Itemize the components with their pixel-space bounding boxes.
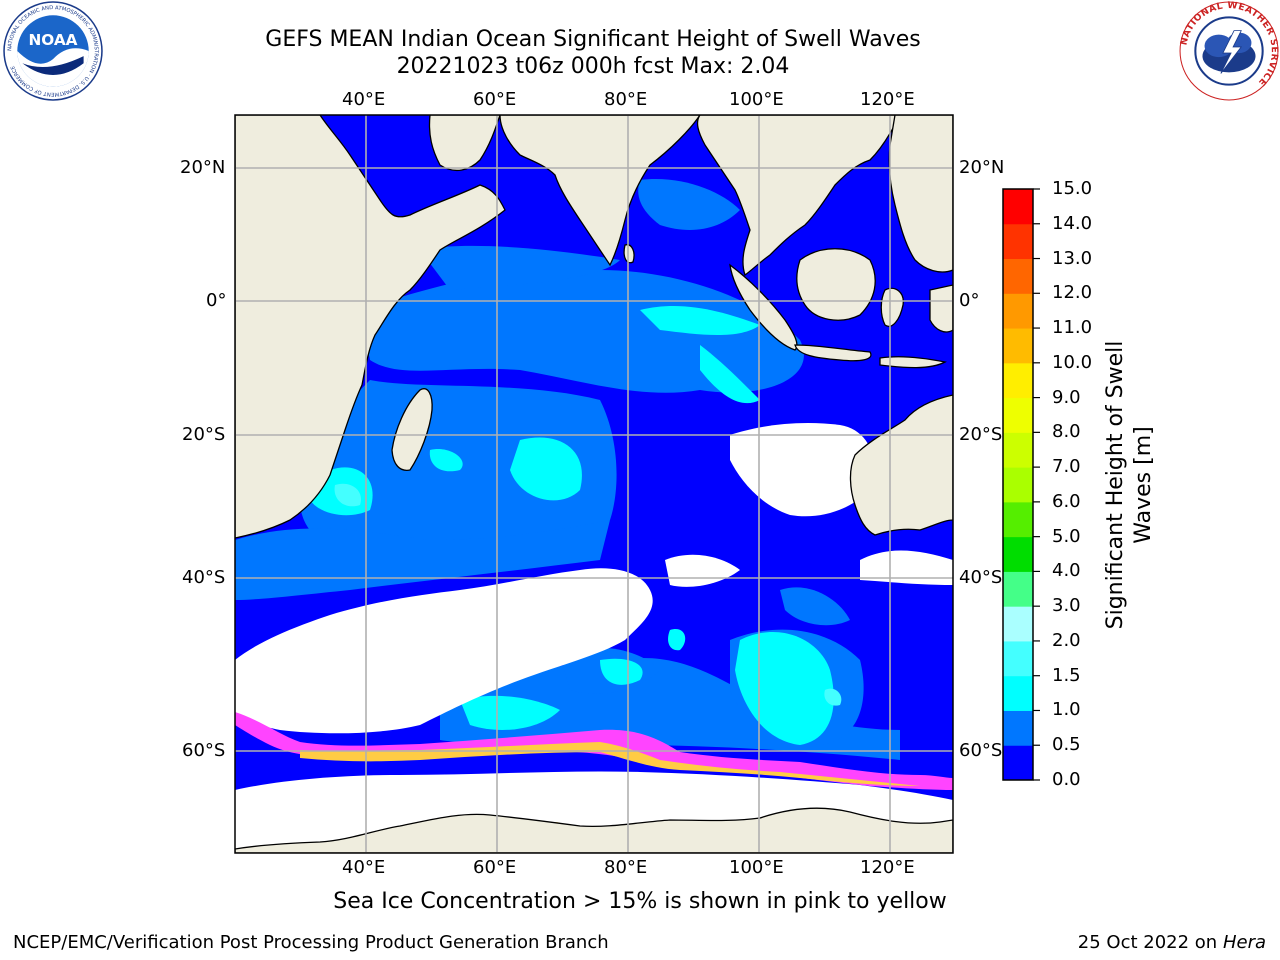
colorbar-segment bbox=[1003, 571, 1033, 607]
colorbar-tick-label: 10.0 bbox=[1052, 351, 1093, 373]
colorbar-tick-label: 3.0 bbox=[1052, 595, 1081, 617]
colorbar-tick-label: 0.5 bbox=[1052, 734, 1081, 756]
map-frame bbox=[234, 114, 954, 854]
lat-label-left-40s: 40°S bbox=[182, 567, 226, 588]
colorbar-tick-label: 11.0 bbox=[1052, 317, 1093, 339]
colorbar bbox=[1003, 188, 1040, 781]
colorbar-segment bbox=[1003, 362, 1033, 399]
colorbar-segment bbox=[1003, 675, 1033, 711]
colorbar-frame bbox=[1002, 188, 1034, 781]
lat-label-left-20s: 20°S bbox=[182, 424, 226, 445]
colorbar-segment bbox=[1003, 536, 1033, 572]
colorbar-label: Significant Height of Swell Waves [m] bbox=[1102, 341, 1158, 630]
land-masses bbox=[235, 115, 953, 853]
colorbar-segment bbox=[1003, 606, 1033, 642]
lon-label-top-40e: 40°E bbox=[342, 89, 386, 110]
lat-label-right-20n: 20°N bbox=[959, 157, 1005, 178]
colorbar-segment bbox=[1003, 189, 1033, 225]
lat-label-right-20s: 20°S bbox=[959, 424, 1003, 445]
lon-label-top-80e: 80°E bbox=[604, 89, 648, 110]
colorbar-tick-label: 15.0 bbox=[1052, 178, 1093, 199]
lat-label-right-40s: 40°S bbox=[959, 567, 1003, 588]
colorbar-segment bbox=[1003, 745, 1033, 781]
colorbar-label-line1: Significant Height of Swell bbox=[1103, 340, 1128, 630]
colorbar-label-line2: Waves [m] bbox=[1131, 426, 1156, 544]
credit-date: 25 Oct 2022 on Hera bbox=[1078, 932, 1266, 953]
colorbar-tick-label: 6.0 bbox=[1052, 490, 1081, 512]
colorbar-segment bbox=[1003, 710, 1033, 746]
colorbar-tick-label: 4.0 bbox=[1052, 560, 1081, 582]
lon-label-bottom-100e: 100°E bbox=[729, 857, 784, 878]
swell-1.5-2.0m-areas bbox=[334, 483, 842, 706]
colorbar-tick-label: 12.0 bbox=[1052, 282, 1093, 304]
lon-label-bottom-120e: 120°E bbox=[860, 857, 915, 878]
colorbar-segment bbox=[1003, 328, 1033, 364]
colorbar-segment bbox=[1003, 293, 1033, 329]
colorbar-tick-label: 7.0 bbox=[1052, 456, 1081, 478]
colorbar-tick-label: 1.5 bbox=[1052, 664, 1081, 686]
colorbar-tick-label: 9.0 bbox=[1052, 386, 1081, 408]
colorbar-tick-label: 13.0 bbox=[1052, 247, 1093, 269]
lon-label-bottom-40e: 40°E bbox=[342, 857, 386, 878]
noaa-logo: NOAA NATIONAL OCEANIC AND ATMOSPHERIC AD… bbox=[3, 1, 103, 101]
colorbar-segment bbox=[1003, 432, 1033, 468]
colorbar-segment bbox=[1003, 223, 1033, 260]
lat-label-right-60s: 60°S bbox=[959, 740, 1003, 761]
lon-label-top-60e: 60°E bbox=[473, 89, 517, 110]
lon-label-top-100e: 100°E bbox=[729, 89, 784, 110]
map-title: GEFS MEAN Indian Ocean Significant Heigh… bbox=[265, 27, 921, 52]
colorbar-segment bbox=[1003, 467, 1033, 503]
colorbar-tick-label: 14.0 bbox=[1052, 212, 1093, 234]
sea-ice-footnote: Sea Ice Concentration > 15% is shown in … bbox=[333, 889, 947, 914]
colorbar-tick-label: 1.0 bbox=[1052, 699, 1081, 721]
lat-label-left-0: 0° bbox=[206, 290, 227, 311]
colorbar-tick-label: 0.0 bbox=[1052, 769, 1081, 790]
lon-label-bottom-60e: 60°E bbox=[473, 857, 517, 878]
svg-text:NOAA: NOAA bbox=[28, 31, 77, 49]
lon-label-bottom-80e: 80°E bbox=[604, 857, 648, 878]
map-subtitle: 20221023 t06z 000h fcst Max: 2.04 bbox=[396, 54, 790, 79]
colorbar-segment bbox=[1003, 258, 1033, 294]
credit-date-text: 25 Oct 2022 on bbox=[1077, 932, 1223, 953]
colorbar-tick-label: 8.0 bbox=[1052, 421, 1081, 443]
credit-branch: NCEP/EMC/Verification Post Processing Pr… bbox=[13, 932, 609, 953]
lat-label-left-20n: 20°N bbox=[180, 157, 226, 178]
colorbar-segment bbox=[1003, 501, 1033, 538]
graticule bbox=[235, 115, 953, 853]
nws-logo: NATIONAL WEATHER SERVICE bbox=[1178, 0, 1279, 101]
lon-label-top-120e: 120°E bbox=[860, 89, 915, 110]
colorbar-tick-label: 5.0 bbox=[1052, 525, 1081, 547]
colorbar-segment bbox=[1003, 640, 1033, 677]
credit-host: Hera bbox=[1222, 932, 1266, 953]
lat-label-right-0: 0° bbox=[959, 290, 980, 311]
colorbar-tick-label: 2.0 bbox=[1052, 629, 1081, 651]
colorbar-segment bbox=[1003, 397, 1033, 433]
lat-label-left-60s: 60°S bbox=[182, 740, 226, 761]
